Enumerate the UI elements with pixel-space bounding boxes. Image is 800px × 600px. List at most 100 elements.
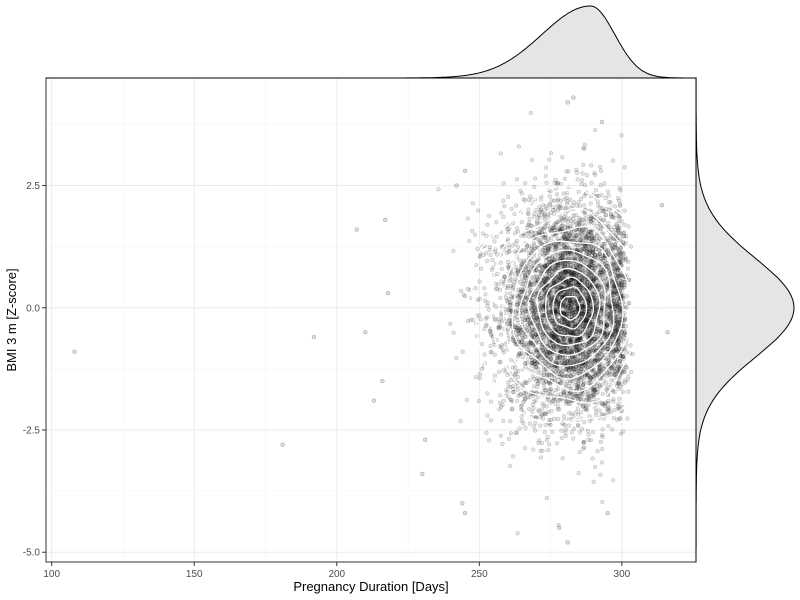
- data-point: [589, 266, 595, 271]
- data-point: [607, 408, 612, 413]
- data-point: [515, 299, 520, 304]
- data-point: [555, 305, 560, 310]
- data-point: [500, 347, 506, 353]
- data-point: [592, 170, 597, 176]
- data-point: [478, 266, 484, 271]
- data-point: [518, 188, 523, 193]
- data-point: [464, 397, 470, 402]
- data-point: [566, 233, 572, 238]
- data-point: [577, 449, 582, 455]
- data-point: [497, 319, 502, 325]
- data-point: [531, 361, 537, 366]
- data-point: [519, 314, 524, 319]
- data-point: [569, 277, 574, 283]
- data-point: [524, 275, 529, 281]
- data-point: [560, 155, 565, 160]
- data-point: [587, 378, 592, 383]
- data-point: [616, 315, 621, 320]
- data-point: [557, 253, 562, 258]
- data-point: [550, 204, 556, 210]
- data-point: [561, 390, 567, 396]
- data-point: [595, 381, 600, 386]
- data-point: [575, 406, 580, 411]
- data-point: [582, 183, 588, 188]
- data-point: [619, 329, 625, 335]
- data-point: [529, 224, 534, 229]
- data-point: [522, 445, 528, 451]
- data-point: [573, 344, 579, 350]
- data-point: [616, 213, 621, 219]
- data-point: [534, 208, 539, 213]
- data-point: [613, 270, 618, 275]
- data-point: [618, 252, 624, 257]
- data-point: [615, 227, 621, 233]
- data-point: [531, 405, 536, 411]
- data-point: [525, 225, 530, 230]
- data-point: [553, 245, 559, 251]
- data-point: [567, 216, 572, 221]
- data-point: [549, 315, 555, 321]
- data-point: [510, 243, 515, 248]
- data-point: [568, 270, 573, 276]
- data-point: [498, 151, 504, 156]
- data-point: [617, 359, 623, 364]
- data-point: [562, 327, 567, 333]
- data-point: [568, 277, 573, 283]
- data-point: [524, 244, 530, 249]
- data-point: [594, 383, 600, 388]
- data-point: [611, 263, 616, 268]
- data-point: [593, 406, 598, 411]
- data-point: [600, 290, 605, 295]
- data-point: [509, 277, 514, 283]
- data-point: [596, 239, 601, 244]
- data-point: [582, 146, 587, 152]
- data-point: [581, 342, 586, 347]
- data-point: [519, 403, 524, 408]
- data-point: [531, 368, 536, 374]
- data-point: [602, 259, 607, 264]
- data-point: [580, 311, 585, 316]
- data-point: [571, 414, 576, 419]
- data-point: [516, 328, 521, 334]
- data-point: [597, 383, 602, 388]
- data-point: [600, 446, 605, 452]
- data-point: [589, 262, 595, 268]
- data-point: [595, 372, 601, 377]
- data-point: [558, 370, 564, 376]
- data-point: [616, 301, 621, 307]
- data-point: [614, 341, 620, 347]
- data-point: [601, 277, 606, 282]
- data-point: [579, 427, 585, 432]
- data-point: [494, 252, 499, 257]
- data-point: [605, 408, 610, 414]
- data-point: [574, 254, 579, 259]
- data-point: [537, 300, 543, 305]
- data-point: [541, 248, 547, 253]
- data-point: [579, 391, 585, 397]
- data-point: [497, 407, 502, 412]
- data-point: [610, 349, 615, 355]
- data-point: [467, 238, 472, 244]
- data-point: [538, 448, 543, 453]
- data-point: [604, 323, 609, 328]
- data-point: [557, 348, 562, 353]
- data-point: [561, 326, 566, 331]
- data-point: [552, 334, 557, 340]
- data-point: [563, 211, 568, 216]
- data-point: [550, 399, 555, 404]
- data-point: [625, 416, 630, 421]
- data-point: [585, 353, 590, 358]
- data-point: [614, 223, 620, 228]
- data-point: [498, 404, 504, 409]
- data-point: [508, 419, 513, 424]
- data-point: [523, 380, 528, 386]
- data-point: [626, 301, 631, 306]
- data-point: [617, 396, 622, 402]
- data-point: [531, 231, 536, 236]
- data-point: [519, 418, 524, 423]
- data-point: [619, 219, 624, 224]
- data-point: [546, 282, 551, 288]
- data-point: [563, 308, 568, 314]
- data-point: [562, 349, 567, 355]
- data-point: [543, 235, 548, 241]
